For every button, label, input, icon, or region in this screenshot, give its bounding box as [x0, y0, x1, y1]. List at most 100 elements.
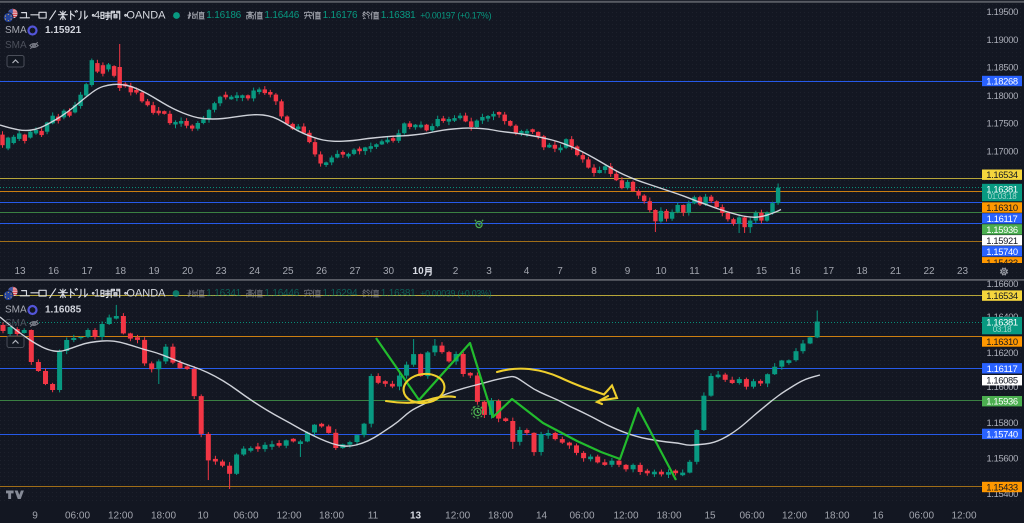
svg-text:1.15740: 1.15740	[986, 246, 1018, 257]
svg-text:1.15800: 1.15800	[987, 417, 1019, 428]
svg-text:1.15433: 1.15433	[986, 482, 1018, 493]
svg-text:1.15600: 1.15600	[987, 452, 1019, 463]
svg-text:4: 4	[524, 266, 530, 277]
svg-text:06:00: 06:00	[909, 511, 934, 522]
svg-text:1.16600: 1.16600	[987, 278, 1019, 289]
svg-text:1: 1	[94, 288, 100, 300]
svg-text:14: 14	[536, 511, 548, 522]
svg-text:SMA: SMA	[5, 40, 27, 51]
svg-text:1.16534: 1.16534	[986, 290, 1018, 301]
svg-text:1.18500: 1.18500	[987, 62, 1019, 73]
svg-text:20: 20	[182, 266, 194, 277]
svg-text:1.16117: 1.16117	[987, 363, 1018, 374]
svg-text:01:03:18: 01:03:18	[988, 192, 1018, 201]
svg-text:1.16176: 1.16176	[323, 10, 358, 21]
svg-text:OANDA: OANDA	[126, 288, 166, 300]
svg-text:1.15921: 1.15921	[45, 25, 82, 36]
svg-text:1.16381: 1.16381	[986, 183, 1018, 194]
svg-text:15: 15	[756, 266, 768, 277]
svg-text:SMA: SMA	[5, 318, 27, 329]
svg-text:23: 23	[957, 266, 969, 277]
svg-text:7: 7	[557, 266, 563, 277]
svg-text:06:00: 06:00	[739, 511, 764, 522]
svg-text:1.16294: 1.16294	[323, 288, 358, 299]
svg-text:1.16446: 1.16446	[264, 288, 299, 299]
svg-text:1.17500: 1.17500	[987, 118, 1019, 129]
svg-text:23: 23	[215, 266, 227, 277]
svg-text:1.16000: 1.16000	[987, 381, 1019, 392]
svg-text:18: 18	[115, 266, 127, 277]
svg-text:18:00: 18:00	[488, 511, 513, 522]
svg-text:OANDA: OANDA	[126, 10, 166, 22]
svg-text:16: 16	[789, 266, 801, 277]
svg-text:17: 17	[81, 266, 93, 277]
svg-text:1.16341: 1.16341	[206, 288, 241, 299]
svg-text:+0.00197 (+0.17%): +0.00197 (+0.17%)	[420, 11, 491, 21]
svg-text:10: 10	[197, 511, 209, 522]
svg-text:1.16400: 1.16400	[987, 311, 1019, 322]
svg-text:1.17000: 1.17000	[987, 146, 1019, 157]
svg-text:1.15740: 1.15740	[986, 428, 1018, 439]
svg-text:12:00: 12:00	[445, 511, 470, 522]
svg-text:12:00: 12:00	[951, 511, 976, 522]
svg-text:1.16534: 1.16534	[986, 169, 1018, 180]
svg-text:0: 0	[418, 266, 424, 277]
svg-text:1.15400: 1.15400	[987, 488, 1019, 499]
svg-text:13: 13	[410, 511, 422, 522]
svg-text:2: 2	[453, 266, 459, 277]
svg-text:SMA: SMA	[5, 305, 27, 316]
svg-text:03:18: 03:18	[993, 325, 1012, 334]
svg-text:30: 30	[383, 266, 395, 277]
svg-text:11: 11	[368, 511, 379, 522]
svg-text:1.15921: 1.15921	[986, 235, 1018, 246]
svg-text:21: 21	[890, 266, 902, 277]
svg-text:06:00: 06:00	[569, 511, 594, 522]
svg-text:12:00: 12:00	[613, 511, 638, 522]
svg-text:22: 22	[923, 266, 935, 277]
svg-text:18:00: 18:00	[319, 511, 344, 522]
svg-text:12:00: 12:00	[276, 511, 301, 522]
svg-text:18: 18	[856, 266, 868, 277]
svg-text:18:00: 18:00	[656, 511, 681, 522]
svg-text:1.16310: 1.16310	[986, 202, 1018, 213]
svg-text:12:00: 12:00	[108, 511, 133, 522]
svg-text:1.15936: 1.15936	[986, 224, 1018, 235]
svg-text:15: 15	[704, 511, 716, 522]
svg-text:1: 1	[413, 266, 419, 277]
svg-text:12:00: 12:00	[782, 511, 807, 522]
svg-text:+0.00039 (+0.03%): +0.00039 (+0.03%)	[420, 289, 491, 299]
svg-text:19: 19	[148, 266, 160, 277]
svg-text:1.16381: 1.16381	[381, 10, 416, 21]
svg-text:06:00: 06:00	[233, 511, 258, 522]
svg-text:1.19000: 1.19000	[987, 34, 1019, 45]
svg-text:3: 3	[486, 266, 492, 277]
svg-text:24: 24	[249, 266, 261, 277]
svg-text:1.15433: 1.15433	[986, 257, 1018, 268]
svg-text:25: 25	[282, 266, 294, 277]
svg-text:17: 17	[823, 266, 835, 277]
svg-text:1.16200: 1.16200	[987, 347, 1019, 358]
svg-text:1.18268: 1.18268	[986, 76, 1018, 87]
svg-text:1.16085: 1.16085	[986, 375, 1018, 386]
svg-text:16: 16	[48, 266, 60, 277]
svg-text:SMA: SMA	[5, 25, 27, 36]
svg-text:9: 9	[625, 266, 631, 277]
svg-text:1.16186: 1.16186	[206, 10, 241, 21]
svg-text:11: 11	[689, 266, 700, 277]
svg-text:1.19500: 1.19500	[987, 6, 1019, 17]
svg-text:1.18000: 1.18000	[987, 90, 1019, 101]
svg-text:1.16117: 1.16117	[987, 213, 1018, 224]
svg-text:26: 26	[316, 266, 328, 277]
svg-text:1.16085: 1.16085	[45, 305, 82, 316]
svg-text:1.16446: 1.16446	[264, 10, 299, 21]
svg-text:4: 4	[94, 10, 100, 22]
svg-text:06:00: 06:00	[65, 511, 90, 522]
svg-text:9: 9	[32, 511, 38, 522]
svg-text:8: 8	[591, 266, 597, 277]
svg-text:18:00: 18:00	[151, 511, 176, 522]
svg-text:16: 16	[872, 511, 884, 522]
svg-text:27: 27	[349, 266, 361, 277]
svg-text:13: 13	[14, 266, 26, 277]
svg-text:1.16381: 1.16381	[986, 316, 1018, 327]
svg-text:1.15936: 1.15936	[986, 396, 1018, 407]
